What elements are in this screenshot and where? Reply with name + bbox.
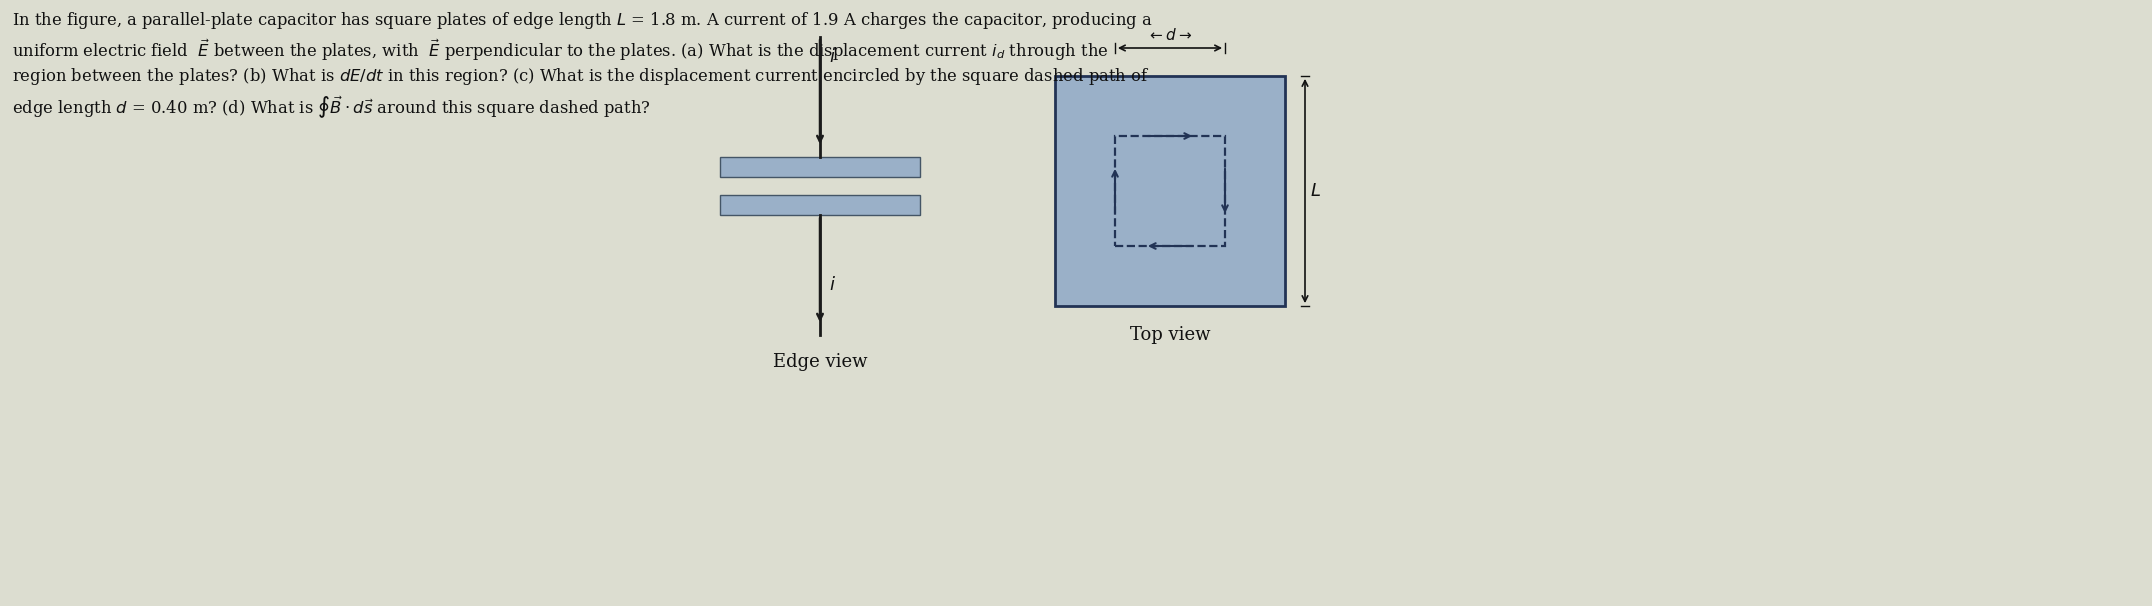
Text: uniform electric field  $\vec{E}$ between the plates, with  $\vec{E}$ perpendicu: uniform electric field $\vec{E}$ between…	[13, 38, 1108, 63]
Bar	[1054, 76, 1285, 306]
Text: Edge view: Edge view	[773, 353, 867, 371]
Text: edge length $d$ = 0.40 m? (d) What is $\oint \vec{B} \cdot d\vec{s}$ around this: edge length $d$ = 0.40 m? (d) What is $\…	[13, 94, 650, 120]
Text: $i$: $i$	[829, 276, 835, 294]
Bar	[1115, 136, 1224, 246]
Text: $\leftarrow d \rightarrow$: $\leftarrow d \rightarrow$	[1147, 27, 1192, 43]
Bar	[721, 195, 921, 215]
Text: region between the plates? (b) What is $dE/dt$ in this region? (c) What is the d: region between the plates? (b) What is $…	[13, 66, 1149, 87]
Bar	[721, 157, 921, 177]
Text: $i$: $i$	[829, 48, 835, 66]
Text: In the figure, a parallel-plate capacitor has square plates of edge length $L$ =: In the figure, a parallel-plate capacito…	[13, 10, 1153, 31]
Text: $L$: $L$	[1311, 182, 1321, 200]
Text: Top view: Top view	[1130, 326, 1209, 344]
